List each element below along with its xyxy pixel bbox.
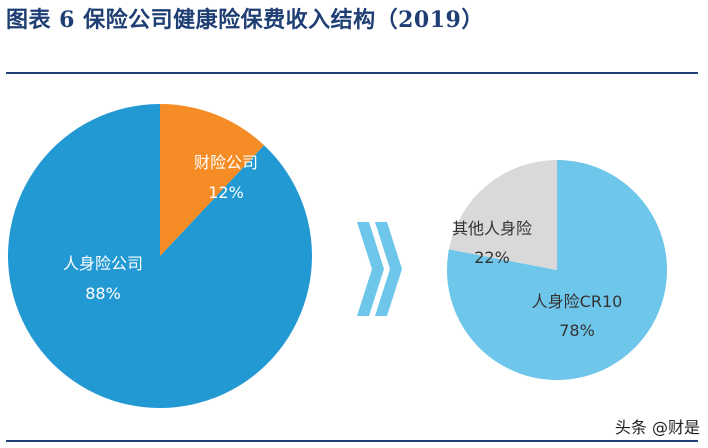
watermark: 头条 @财是 (614, 418, 700, 437)
top-divider (6, 72, 698, 74)
slice-label: 其他人身险 (452, 219, 532, 238)
slice-value-label: 22% (474, 248, 510, 267)
pie-chart-insurers: 人身险公司 88% 财险公司 12% (7, 104, 312, 409)
chart-title: 图表 6 保险公司健康险保费收入结构（2019） (6, 7, 484, 33)
chevron-shape (357, 222, 384, 316)
double-chevron-right-icon (357, 222, 402, 316)
chevron-shape (375, 222, 402, 316)
pie-slice (160, 104, 265, 256)
slice-value-label: 88% (85, 284, 121, 303)
slice-label: 财险公司 (194, 153, 258, 172)
pie-slice (448, 160, 557, 270)
slice-value-label: 78% (559, 321, 595, 340)
pie-slice (447, 160, 668, 380)
slice-value-label: 12% (208, 183, 244, 202)
pie-chart-life-insurers: 人身险CR10 78% 其他人身险 22% (447, 160, 668, 380)
bottom-divider (6, 440, 698, 442)
slice-label: 人身险公司 (63, 254, 143, 273)
slice-label: 人身险CR10 (532, 292, 623, 311)
pie-slice (7, 104, 312, 409)
